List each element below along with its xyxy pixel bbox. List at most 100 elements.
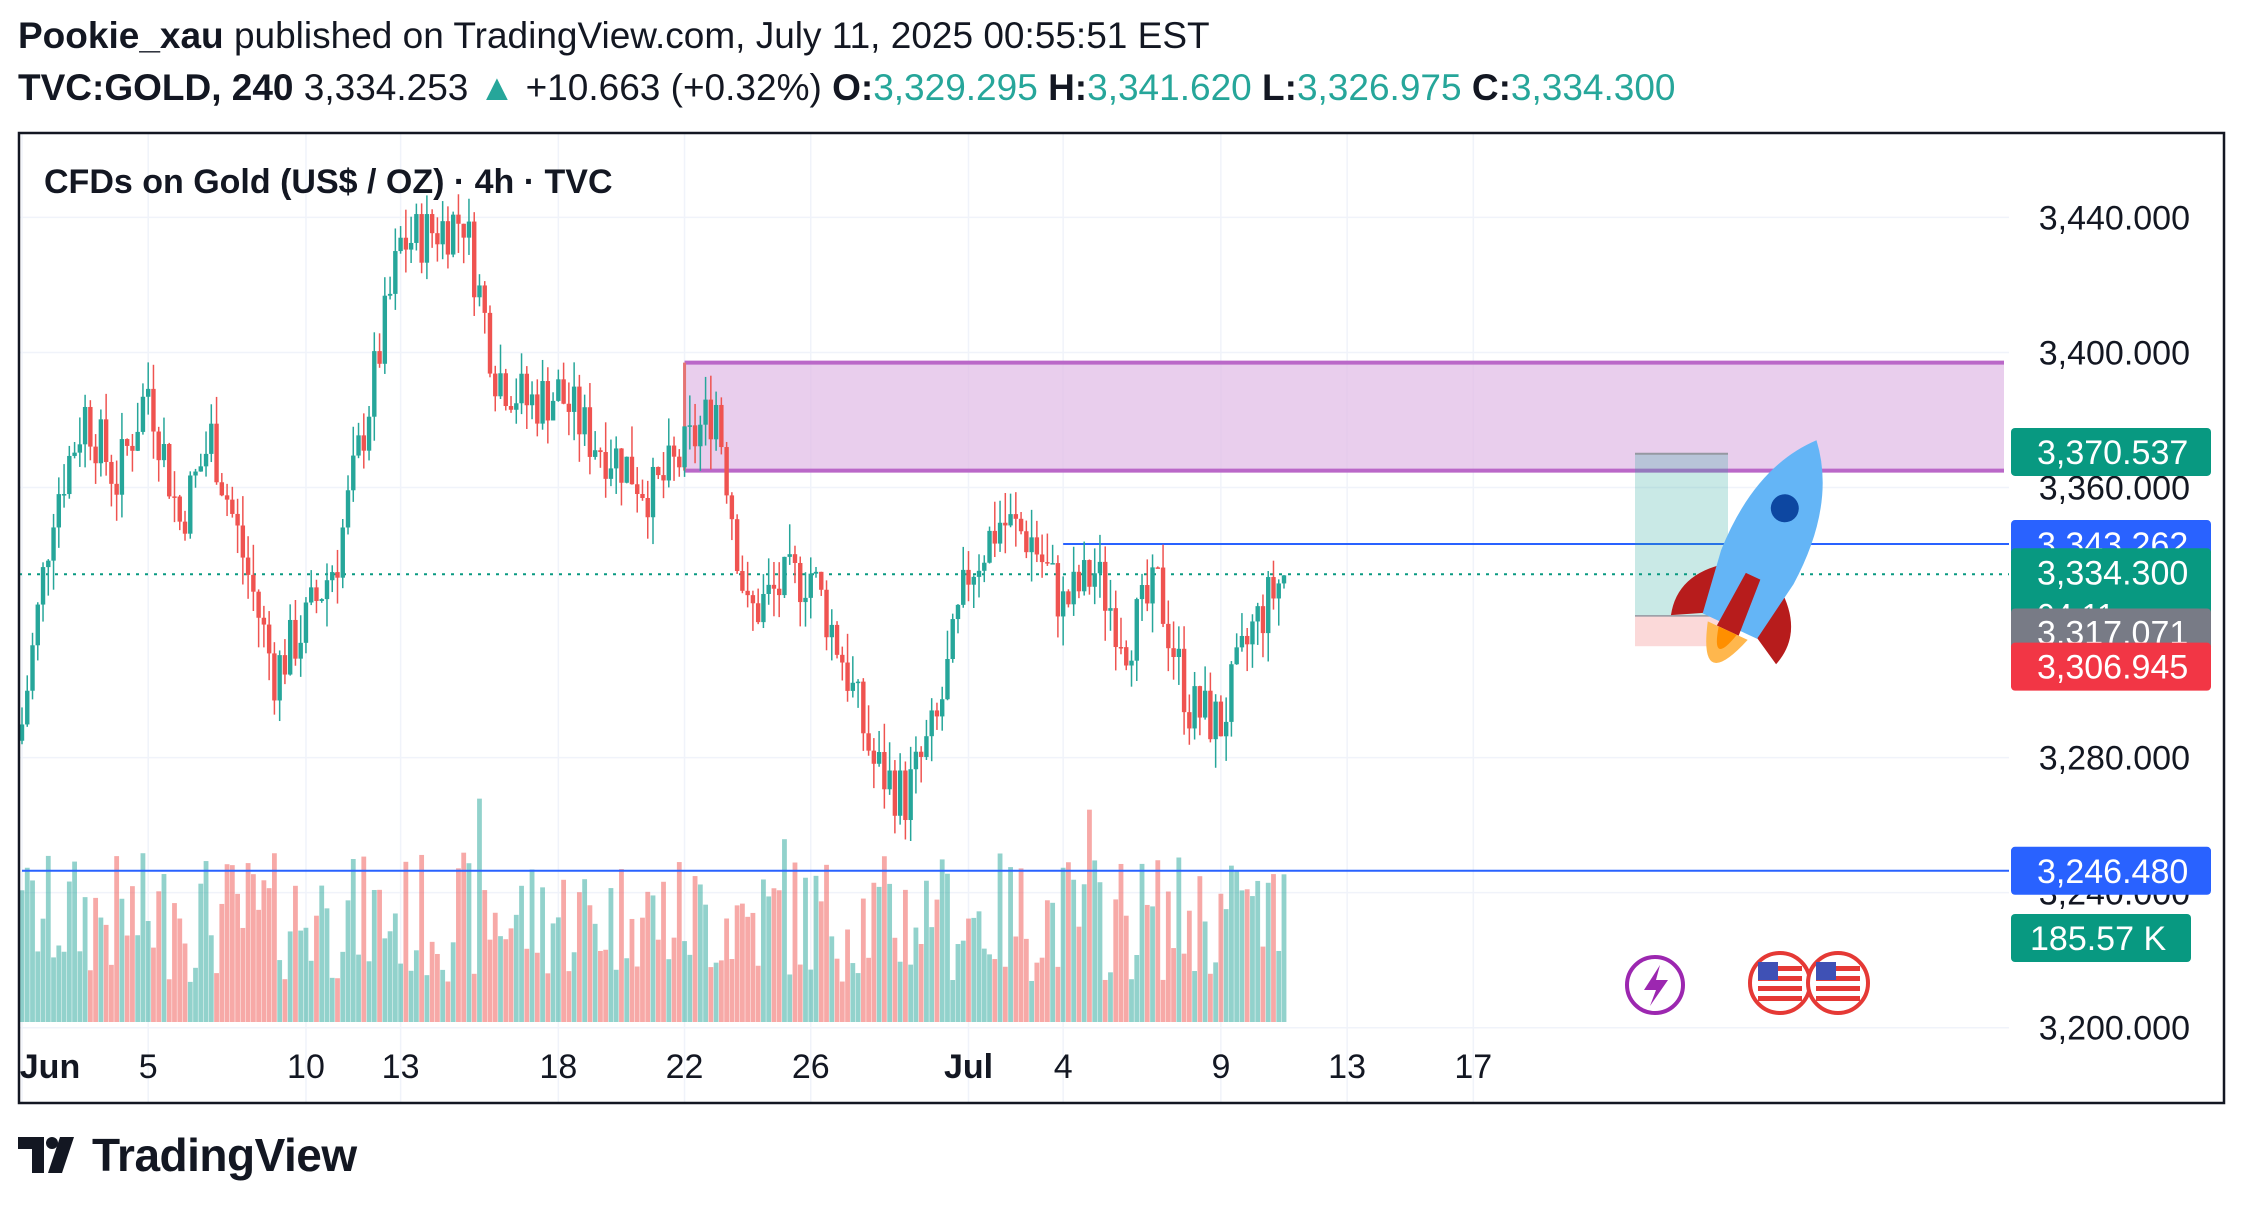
candle-body (950, 619, 955, 660)
flag-canton (1816, 962, 1836, 980)
candle-body (745, 590, 750, 596)
candle-body (1018, 518, 1024, 532)
candle-body (393, 251, 398, 294)
candle-body (345, 490, 351, 528)
author-name[interactable]: Pookie_xau (18, 15, 224, 56)
candle-body (19, 724, 25, 741)
symbol[interactable]: TVC:GOLD, 240 (18, 67, 294, 108)
volume-bar (1050, 902, 1056, 1022)
volume-bar (508, 928, 514, 1022)
candle-body (1013, 514, 1019, 519)
volume-bar (261, 880, 267, 1022)
candle-body (1055, 563, 1061, 617)
candle-body (303, 602, 309, 643)
volume-bar (377, 889, 382, 1022)
volume-bar (98, 917, 104, 1022)
volume-bar (1244, 889, 1250, 1022)
tradingview-logo[interactable]: TradingView (18, 1128, 357, 1182)
candle-body (1150, 567, 1155, 604)
volume-bar (787, 974, 793, 1022)
volume-bar (1218, 893, 1224, 1022)
volume-bar (277, 960, 283, 1022)
candle-body (1223, 721, 1229, 737)
volume-bar (77, 951, 83, 1022)
x-tick-label: 5 (139, 1048, 158, 1086)
volume-bar (187, 981, 193, 1022)
volume-bar (172, 903, 177, 1022)
volume-bar (697, 884, 703, 1022)
volume-bar (413, 950, 419, 1022)
candle-body (382, 295, 388, 364)
candle-body (472, 221, 477, 298)
candle-body (466, 221, 472, 238)
candle-body (498, 373, 503, 397)
volume-bar (871, 882, 877, 1022)
volume-bar (119, 898, 125, 1022)
volume-bar (1087, 809, 1092, 1022)
candle-body (719, 404, 724, 448)
price-label: 3,370.537 (2037, 434, 2188, 472)
volume-bar (1034, 962, 1040, 1022)
volume-bar (193, 967, 198, 1022)
candle-body (1171, 648, 1176, 658)
volume-bar (734, 905, 740, 1022)
candle-body (661, 475, 666, 481)
volume-bar (335, 978, 340, 1022)
lightning-bolt-icon (1644, 965, 1668, 1006)
candle-body (819, 571, 824, 590)
volume-bar (1071, 879, 1077, 1022)
candle-body (798, 562, 803, 603)
candle-body (1129, 660, 1134, 666)
candle-body (692, 425, 698, 447)
candle-body (435, 233, 440, 245)
volume-bar (282, 979, 288, 1022)
candle-body (571, 386, 577, 412)
x-tick-label: 26 (792, 1048, 830, 1086)
volume-bar (151, 947, 156, 1022)
candle-body (1213, 701, 1218, 740)
volume-bar (140, 853, 146, 1022)
close-value: 3,334.300 (1510, 67, 1676, 108)
volume-bar (445, 981, 451, 1022)
volume-bar (461, 852, 467, 1022)
candle-body (1276, 583, 1281, 599)
candle-body (482, 285, 487, 313)
volume-bar (945, 873, 950, 1022)
volume-bar (1207, 973, 1213, 1022)
price-label: 3,334.300 (2037, 554, 2188, 592)
volume-bar (1039, 957, 1045, 1022)
candle-body (156, 431, 161, 461)
volume-bar (955, 944, 961, 1022)
volume-bar (130, 886, 135, 1022)
volume-bar (855, 973, 861, 1022)
volume-bar (1092, 860, 1098, 1022)
volume-bar (1023, 938, 1029, 1022)
volume-bar (272, 853, 277, 1022)
volume-bar (240, 927, 246, 1022)
candle-body (161, 444, 167, 461)
time-axis[interactable]: Jun 5 10 13 18 22 26 Jul 4 9 13 17 (20, 1048, 1492, 1086)
volume-bar (208, 935, 214, 1022)
candle-body (918, 751, 924, 757)
candle-body (314, 587, 319, 601)
volume-bar (1192, 971, 1198, 1022)
candle-body (277, 655, 282, 701)
volume-bar (303, 927, 309, 1022)
drawings (19, 360, 2009, 872)
volume-bar (645, 891, 651, 1022)
candle-body (1076, 571, 1082, 592)
candle-body (582, 407, 587, 435)
volume-bar (1066, 862, 1071, 1022)
volume-bar (687, 954, 693, 1022)
candle-body (861, 681, 866, 734)
volume-bar (808, 969, 814, 1022)
candle-body (850, 682, 856, 691)
candle-body (945, 659, 950, 700)
volume-bar (471, 973, 477, 1022)
volume-bar (629, 918, 635, 1022)
volume-bar (456, 868, 461, 1022)
candle-body (72, 452, 77, 456)
volume-bar (256, 909, 262, 1022)
volume-bar (540, 887, 545, 1022)
